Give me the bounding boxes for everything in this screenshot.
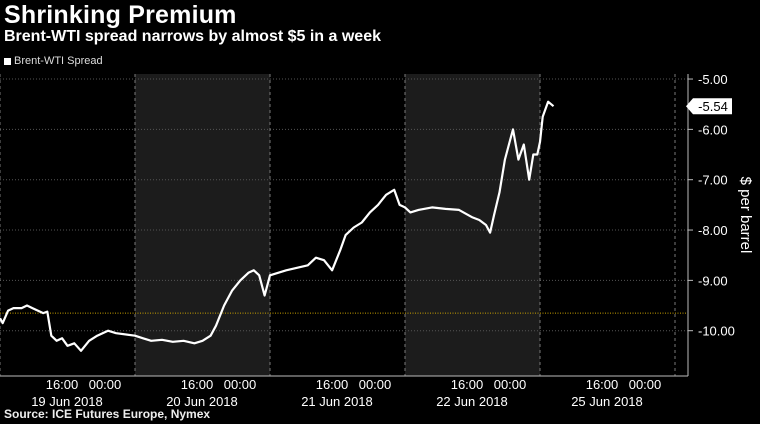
day-shade-band — [405, 74, 540, 376]
legend-swatch-icon — [4, 57, 11, 65]
last-value-label: -5.54 — [698, 99, 728, 114]
x-tick-label: 16:00 — [181, 377, 214, 392]
last-value-badge — [686, 98, 732, 115]
legend-label: Brent-WTI Spread — [14, 55, 103, 67]
x-tick-label: 16:00 — [586, 377, 619, 392]
chart-subtitle: Brent-WTI spread narrows by almost $5 in… — [4, 28, 381, 45]
y-tick-label: -8.00 — [698, 223, 728, 238]
x-day-label: 25 Jun 2018 — [571, 394, 643, 409]
y-tick-label: -5.00 — [698, 72, 728, 87]
x-day-label: 20 Jun 2018 — [166, 394, 238, 409]
x-tick-label: 00:00 — [359, 377, 392, 392]
y-tick-label: -6.00 — [698, 122, 728, 137]
y-tick-label: -7.00 — [698, 173, 728, 188]
x-day-label: 22 Jun 2018 — [436, 394, 508, 409]
x-day-label: 19 Jun 2018 — [31, 394, 103, 409]
y-tick-label: -9.00 — [698, 273, 728, 288]
legend: Brent-WTI Spread — [4, 55, 103, 67]
source-note: Source: ICE Futures Europe, Nymex — [4, 407, 211, 421]
day-shade-band — [135, 74, 270, 376]
x-tick-label: 00:00 — [494, 377, 527, 392]
x-tick-label: 16:00 — [46, 377, 79, 392]
y-axis-title: $ per barrel — [737, 177, 754, 254]
x-tick-label: 16:00 — [451, 377, 484, 392]
x-tick-label: 16:00 — [316, 377, 349, 392]
x-tick-label: 00:00 — [89, 377, 122, 392]
x-tick-label: 00:00 — [224, 377, 257, 392]
series-line — [0, 100, 555, 352]
x-tick-label: 00:00 — [629, 377, 662, 392]
chart-title: Shrinking Premium — [4, 1, 237, 29]
x-day-label: 21 Jun 2018 — [301, 394, 373, 409]
y-tick-label: -10.00 — [698, 324, 735, 339]
